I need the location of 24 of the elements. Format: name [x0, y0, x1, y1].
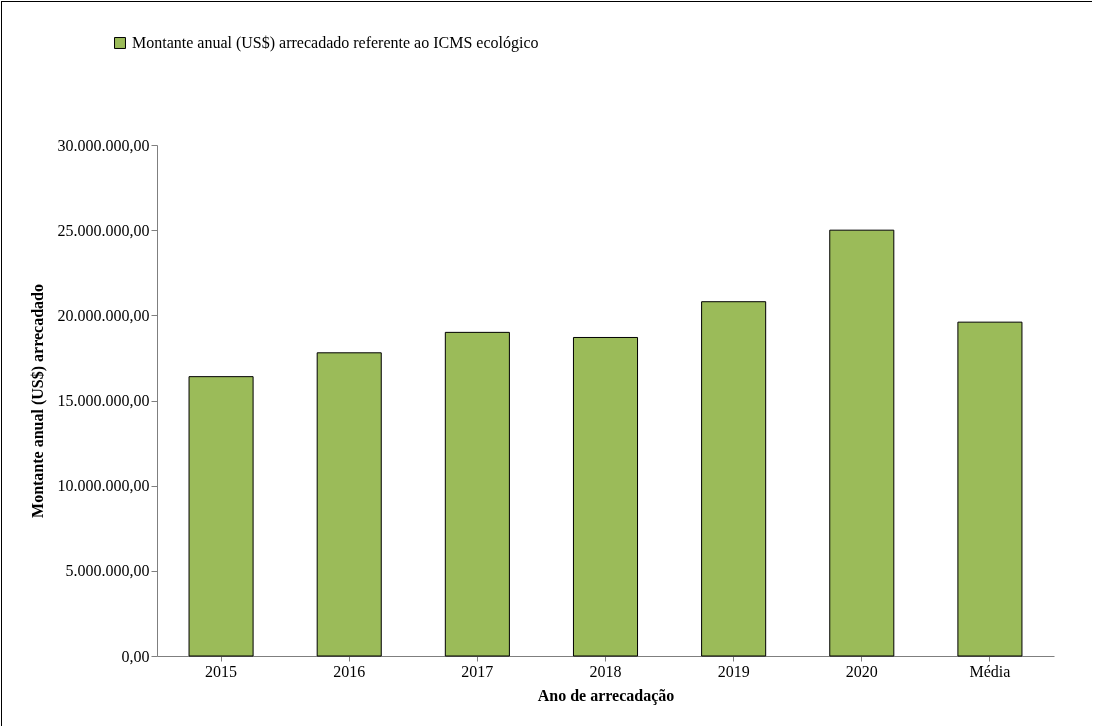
y-axis-title: Montante anual (US$) arrecadado — [28, 284, 47, 518]
bar — [572, 336, 639, 657]
x-axis-title: Ano de arrecadação — [537, 686, 675, 705]
bar — [957, 321, 1023, 657]
y-tick-label: 20.000.000,00 — [57, 306, 150, 324]
y-tick-label: 30.000.000,00 — [57, 136, 150, 154]
y-tick-label: 10.000.000,00 — [57, 477, 150, 495]
x-tick-label: 2015 — [205, 662, 238, 680]
x-tick-label: Média — [969, 662, 1011, 680]
legend-label: Montante anual (US$) arrecadado referente ao ICMS ecológico — [132, 34, 539, 52]
x-tick-label: 2017 — [461, 662, 494, 680]
y-tick-label: 25.000.000,00 — [57, 221, 150, 239]
bar — [188, 376, 254, 657]
x-tick-label: 2016 — [333, 662, 366, 680]
bar — [444, 331, 510, 657]
x-tick-label: 2018 — [589, 662, 622, 680]
x-tick-label: 2019 — [717, 662, 750, 680]
x-tick-label: 2020 — [845, 662, 878, 680]
bar — [701, 301, 767, 657]
bar — [829, 229, 895, 657]
y-tick-label: 5.000.000,00 — [65, 562, 150, 580]
y-tick-label: 15.000.000,00 — [57, 392, 150, 409]
bar — [316, 352, 382, 657]
y-tick-label: 0,00 — [121, 647, 150, 665]
